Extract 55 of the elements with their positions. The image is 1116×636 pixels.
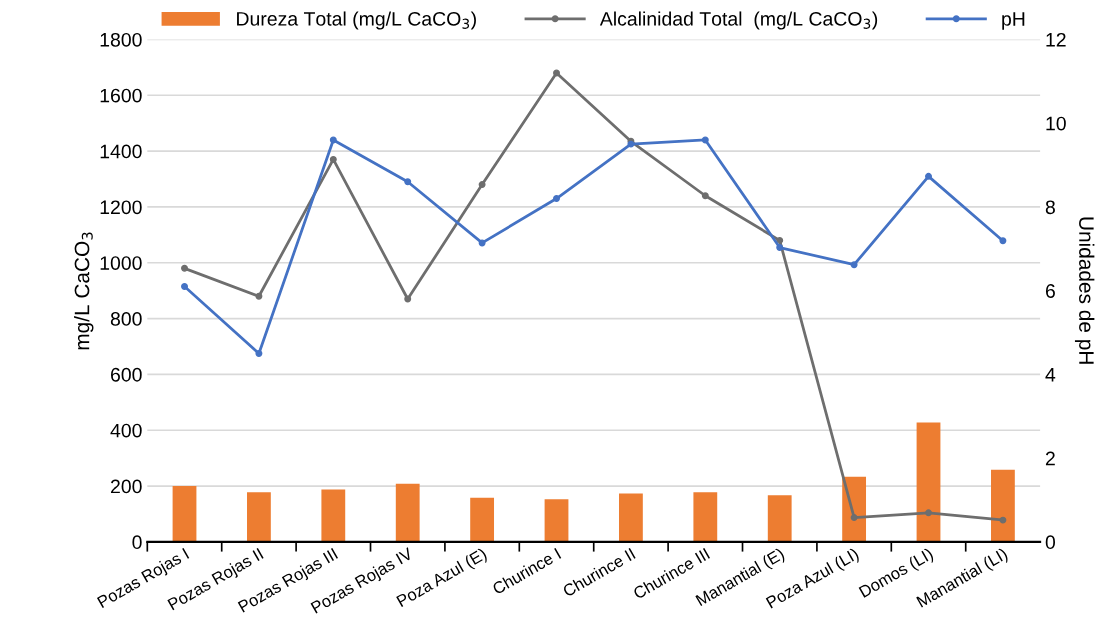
point [404,295,412,303]
y2-axis-title: Unidades de pH [1074,217,1095,364]
bar [172,486,197,542]
point [850,261,858,269]
point [181,282,188,290]
y-tick-label: 1600 [100,88,142,103]
bar [916,422,941,542]
point [999,516,1007,524]
bar [470,497,495,542]
y2-tick-label: 2 [1045,451,1055,466]
y2-tick-label: 12 [1046,32,1066,47]
y2-tick-label: 10 [1046,116,1066,131]
point [478,181,486,189]
point [478,239,486,247]
point [329,155,337,163]
y2-tick-label: 4 [1045,368,1056,382]
point [776,236,784,244]
bar [767,495,792,542]
bar [395,483,420,542]
point [850,514,858,522]
point [181,264,188,272]
y-tick-label: 1000 [100,256,142,270]
y2-tick-label: 6 [1045,284,1055,298]
y-tick-label: 1200 [100,200,142,215]
y2-tick-label: 8 [1045,200,1055,215]
y-axis-title: mg/L CaCO$_{3}$ [74,232,94,350]
legend-label: pH [1002,12,1025,30]
bar [247,492,271,542]
y-tick-label: 600 [111,367,142,382]
point [255,349,263,357]
bar [321,489,346,542]
point [776,244,784,251]
y-tick-label: 200 [110,479,142,494]
point [925,509,932,517]
bar [991,469,1015,542]
point [329,136,337,144]
legend-label: Alcalinidad Total (mg/L CaCO$_{3}$) [599,11,878,30]
legend-label: Dureza Total (mg/L CaCO$_{3}$) [237,11,476,30]
point [553,195,560,203]
bar [693,492,718,542]
point [999,237,1007,245]
y-tick-label: 400 [110,423,142,438]
bar [619,493,643,542]
point [553,69,560,77]
point [925,172,932,180]
point [701,192,709,200]
y-tick-label: 800 [110,312,142,326]
y-tick-label: 0 [132,535,142,550]
y-tick-label: 1400 [100,144,142,159]
point [404,178,412,186]
point [701,136,709,144]
y2-tick-label: 0 [1045,535,1056,550]
point [255,292,263,300]
bar [544,499,569,542]
y-tick-label: 1800 [100,32,142,47]
